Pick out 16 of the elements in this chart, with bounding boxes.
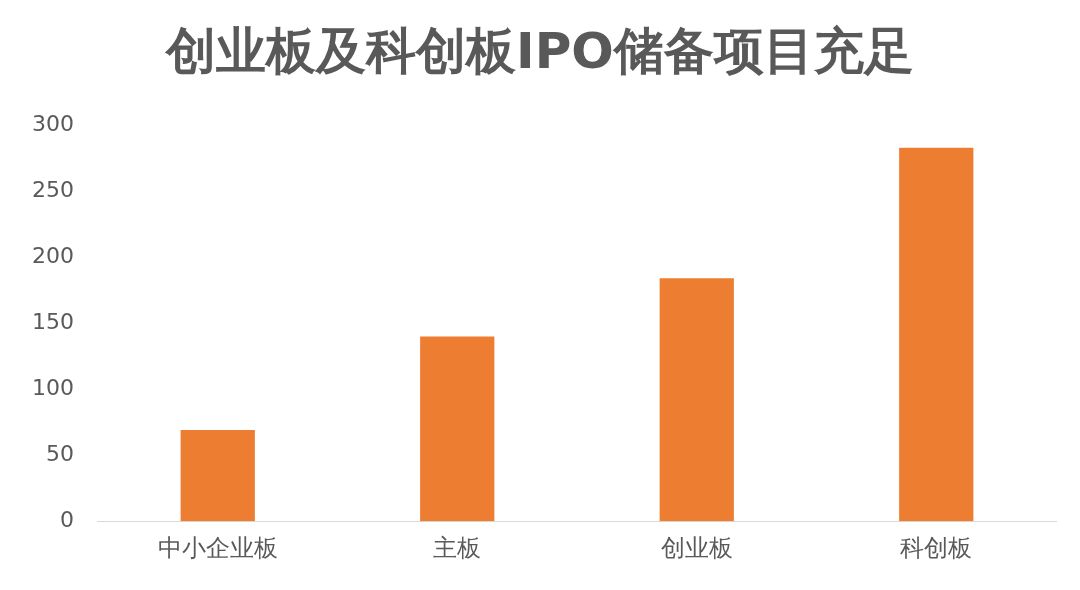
x-tick-label: 中小企业板 <box>157 533 278 562</box>
bar <box>420 336 495 522</box>
y-tick-label: 100 <box>31 374 74 400</box>
x-tick-label: 主板 <box>433 533 482 562</box>
y-tick-label: 250 <box>31 176 74 202</box>
y-tick-label: 150 <box>31 308 74 334</box>
chart-title: 创业板及科创板IPO储备项目充足 <box>164 21 915 82</box>
bar <box>180 430 255 522</box>
y-tick-label: 0 <box>59 506 74 532</box>
y-tick-label: 200 <box>31 242 74 268</box>
y-tick-label: 300 <box>31 110 74 136</box>
bar <box>659 278 734 522</box>
bar <box>899 147 974 522</box>
x-tick-label: 创业板 <box>660 533 733 562</box>
y-tick-label: 50 <box>45 440 74 466</box>
x-tick-label: 科创板 <box>900 533 973 562</box>
